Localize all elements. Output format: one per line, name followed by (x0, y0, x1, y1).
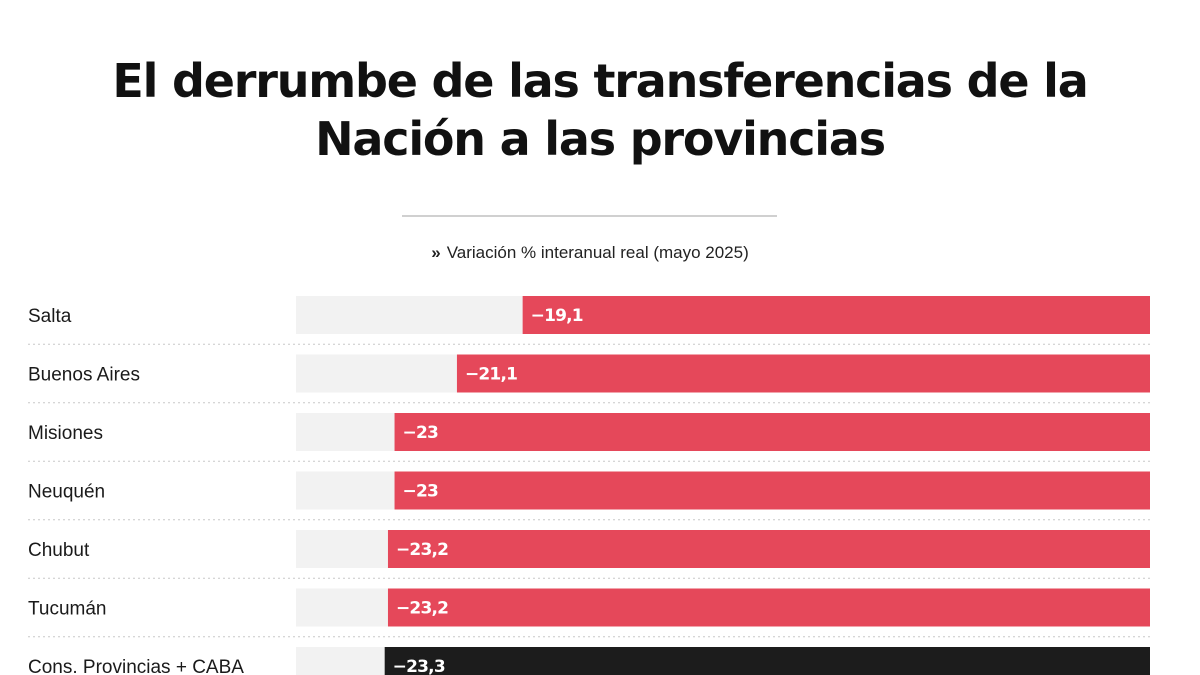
bar (456, 354, 1150, 393)
chart-title-line-2: Nación a las provincias (315, 112, 886, 166)
chart-title-line-1: El derrumbe de las transferencias de la (112, 54, 1088, 108)
category-label: Tucumán (28, 599, 107, 620)
value-label: −23 (403, 482, 439, 502)
category-label: Misiones (28, 423, 103, 444)
value-label: −23,3 (393, 657, 445, 675)
bar (387, 588, 1150, 627)
category-label: Cons. Provincias + CABA (28, 657, 244, 675)
bar (394, 471, 1150, 510)
subtitle-text: Variación % interanual real (mayo 2025) (446, 243, 749, 262)
title-divider (402, 215, 777, 217)
value-label: −21,1 (465, 365, 517, 385)
category-label: Neuquén (28, 482, 105, 503)
subtitle-marker: » (431, 243, 441, 262)
chart-title: El derrumbe de las transferencias de la … (60, 52, 1140, 168)
value-label: −23,2 (396, 540, 448, 560)
bar (387, 530, 1150, 568)
chart-subtitle: » Variación % interanual real (mayo 2025) (0, 242, 1180, 264)
bar (522, 296, 1150, 334)
value-label: −23 (403, 423, 439, 443)
category-label: Salta (28, 306, 72, 327)
bar (394, 413, 1150, 451)
total-bar (384, 647, 1151, 675)
value-label: −19,1 (531, 306, 583, 326)
value-label: −23,2 (396, 599, 448, 619)
category-label: Chubut (28, 540, 90, 561)
category-label: Buenos Aires (28, 365, 140, 386)
